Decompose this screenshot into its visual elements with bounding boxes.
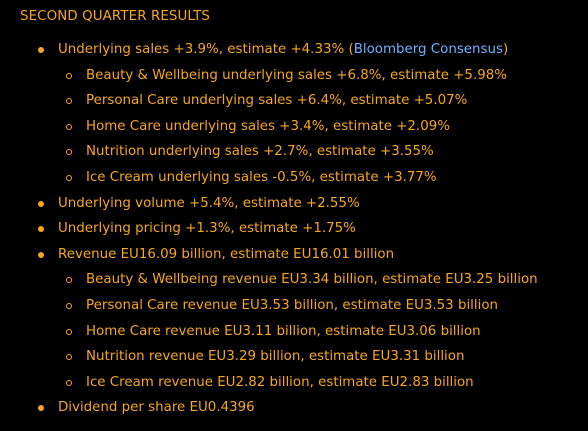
- list-item-personal-care-revenue: Personal Care revenue EU3.53 billion, es…: [0, 293, 538, 319]
- bullet-filled-icon: [38, 200, 44, 207]
- bullet-hollow-icon: [66, 379, 72, 386]
- item-text: Personal Care revenue EU3.53 billion, es…: [86, 297, 499, 313]
- item-text: Underlying volume +5.4%, estimate +2.55%: [58, 195, 360, 211]
- bullet-hollow-icon: [66, 328, 72, 335]
- bullet-filled-icon: [38, 226, 44, 233]
- item-text: Underlying sales +3.9%, estimate +4.33% …: [58, 42, 354, 57]
- list-item-dividend: Dividend per share EU0.4396: [0, 395, 538, 421]
- item-text: Ice Cream underlying sales -0.5%, estima…: [86, 169, 437, 185]
- bullet-filled-icon: [38, 47, 44, 53]
- list-item-beauty-sales: Beauty & Wellbeing underlying sales +6.8…: [0, 63, 538, 89]
- bullet-hollow-icon: [66, 98, 72, 105]
- item-text: Beauty & Wellbeing underlying sales +6.8…: [86, 67, 507, 83]
- bullet-hollow-icon: [66, 277, 72, 284]
- list-item-home-care-revenue: Home Care revenue EU3.11 billion, estima…: [0, 319, 538, 345]
- item-text: Revenue EU16.09 billion, estimate EU16.0…: [58, 246, 395, 262]
- bloomberg-consensus-link[interactable]: Bloomberg Consensus: [353, 42, 503, 57]
- page-title: SECOND QUARTER RESULTS: [20, 9, 211, 24]
- item-text: Home Care underlying sales +3.4%, estima…: [86, 118, 450, 134]
- list-item-ice-cream-sales: Ice Cream underlying sales -0.5%, estima…: [0, 165, 538, 191]
- item-text: Personal Care underlying sales +6.4%, es…: [86, 93, 468, 109]
- list-item-underlying-pricing: Underlying pricing +1.3%, estimate +1.75…: [0, 216, 538, 242]
- bullet-filled-icon: [38, 405, 44, 412]
- list-item-personal-care-sales: Personal Care underlying sales +6.4%, es…: [0, 88, 538, 114]
- item-text: Beauty & Wellbeing revenue EU3.34 billio…: [86, 272, 538, 288]
- item-text: ): [502, 42, 509, 57]
- item-text: Nutrition underlying sales +2.7%, estima…: [86, 144, 434, 160]
- item-text: Dividend per share EU0.4396: [58, 400, 255, 416]
- bullet-hollow-icon: [66, 72, 72, 79]
- list-item-underlying-sales: Underlying sales +3.9%, estimate +4.33% …: [0, 37, 538, 63]
- bullet-hollow-icon: [66, 123, 72, 130]
- item-text: Home Care revenue EU3.11 billion, estima…: [86, 323, 481, 339]
- list-item-home-care-sales: Home Care underlying sales +3.4%, estima…: [0, 114, 538, 140]
- item-text: Underlying pricing +1.3%, estimate +1.75…: [58, 221, 356, 237]
- list-item-ice-cream-revenue: Ice Cream revenue EU2.82 billion, estima…: [0, 370, 538, 396]
- item-text: Ice Cream revenue EU2.82 billion, estima…: [86, 374, 474, 390]
- bullet-hollow-icon: [66, 149, 72, 156]
- bullet-hollow-icon: [66, 302, 72, 309]
- list-item-revenue: Revenue EU16.09 billion, estimate EU16.0…: [0, 242, 538, 268]
- list-item-nutrition-revenue: Nutrition revenue EU3.29 billion, estima…: [0, 344, 538, 370]
- results-list: Underlying sales +3.9%, estimate +4.33% …: [0, 37, 538, 421]
- list-item-beauty-revenue: Beauty & Wellbeing revenue EU3.34 billio…: [0, 267, 538, 293]
- bullet-hollow-icon: [66, 174, 72, 181]
- bullet-filled-icon: [38, 251, 44, 258]
- item-text: Nutrition revenue EU3.29 billion, estima…: [86, 349, 465, 365]
- list-item-underlying-volume: Underlying volume +5.4%, estimate +2.55%: [0, 191, 538, 217]
- list-item-nutrition-sales: Nutrition underlying sales +2.7%, estima…: [0, 139, 538, 165]
- bullet-hollow-icon: [66, 354, 72, 361]
